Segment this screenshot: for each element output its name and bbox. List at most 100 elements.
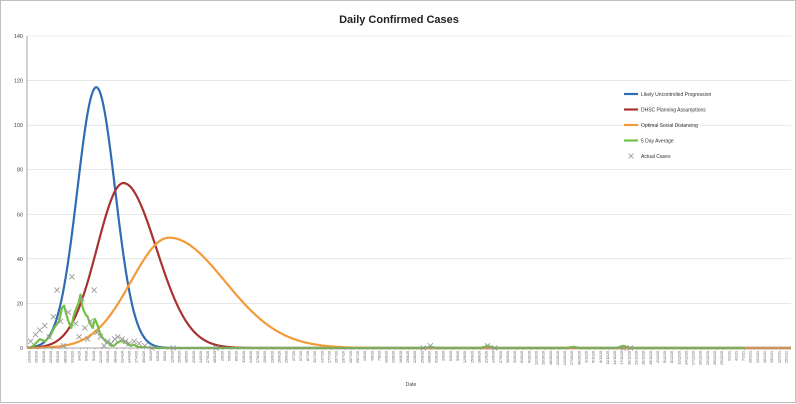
scatter-point bbox=[119, 336, 125, 343]
x-tick-label: 18/10/20 bbox=[549, 351, 553, 365]
x-tick-label: 20/11/20 bbox=[627, 351, 631, 365]
x-tick-label: 11/6/20 bbox=[242, 351, 246, 363]
x-tick-label: 19/3/20 bbox=[42, 351, 46, 363]
x-tick-label: 27/4/20 bbox=[135, 351, 139, 363]
x-tick-label: 2/7/20 bbox=[292, 351, 296, 361]
x-tick-label: 17/11/20 bbox=[620, 351, 624, 365]
x-tick-label: 21/5/20 bbox=[192, 351, 196, 363]
x-tick-label: 11/7/20 bbox=[313, 351, 317, 363]
x-tick-label: 23/12/20 bbox=[706, 351, 710, 365]
x-tick-label: 12/4/20 bbox=[99, 351, 103, 363]
scatter-point bbox=[81, 325, 88, 331]
x-tick-label: 7/8/20 bbox=[377, 351, 381, 361]
x-tick-label: 17/7/20 bbox=[327, 351, 331, 363]
x-tick-label: 15/10/20 bbox=[542, 351, 546, 365]
x-tick-label: 17/12/20 bbox=[692, 351, 696, 365]
x-tick-label: 24/4/20 bbox=[128, 351, 132, 363]
scatter-point bbox=[126, 340, 133, 347]
x-tick-label: 28/8/20 bbox=[427, 351, 431, 363]
x-tick-label: 23/11/20 bbox=[634, 351, 638, 365]
y-tick-label: 100 bbox=[14, 123, 23, 129]
gridlines bbox=[27, 35, 791, 349]
legend-label: 5 Day Average bbox=[641, 138, 674, 144]
x-tick-label: 15/4/20 bbox=[106, 351, 110, 363]
x-tick-label: 10/8/20 bbox=[385, 351, 389, 363]
chart-title: Daily Confirmed Cases bbox=[339, 14, 459, 26]
x-tick-label: 10/1/21 bbox=[749, 351, 753, 363]
x-tick-label: 8/11/20 bbox=[599, 351, 603, 363]
x-tick-label: 30/4/20 bbox=[142, 351, 146, 363]
legend-marker bbox=[628, 153, 634, 159]
scatter-point bbox=[427, 342, 434, 349]
scatter-point bbox=[97, 333, 104, 340]
scatter-point bbox=[122, 338, 129, 345]
y-tick-label: 80 bbox=[17, 168, 23, 174]
x-tick-label: 2/12/20 bbox=[656, 351, 660, 363]
x-tick-label: 22/8/20 bbox=[413, 351, 417, 363]
x-tick-label: 9/9/20 bbox=[456, 351, 460, 361]
y-axis-ticks: 0 20 40 60 80 100 120 140 bbox=[14, 34, 23, 352]
x-tick-label: 21/4/20 bbox=[120, 351, 124, 363]
x-tick-label: 5/6/20 bbox=[227, 351, 231, 361]
x-tick-label: 22/1/21 bbox=[777, 351, 781, 363]
x-tick-label: 23/6/20 bbox=[270, 351, 274, 363]
scatter-point bbox=[91, 287, 98, 293]
x-tick-label: 9/4/20 bbox=[92, 351, 96, 361]
x-tick-label: 31/8/20 bbox=[435, 351, 439, 363]
x-axis-ticks: 13/3/20 16/3/20 19/3/20 22/3/20 25/3/20 28/3/… bbox=[28, 348, 788, 365]
x-tick-label: 26/12/20 bbox=[713, 351, 717, 365]
x-tick-label: 14/12/20 bbox=[684, 351, 688, 365]
x-tick-label: 19/1/21 bbox=[770, 351, 774, 363]
x-tick-label: 28/3/20 bbox=[63, 351, 67, 363]
x-tick-label: 8/12/20 bbox=[670, 351, 674, 363]
x-tick-label: 23/7/20 bbox=[342, 351, 346, 363]
x-tick-label: 6/9/20 bbox=[449, 351, 453, 361]
x-tick-label: 22/3/20 bbox=[49, 351, 53, 363]
x-tick-label: 18/5/20 bbox=[185, 351, 189, 363]
x-tick-label: 30/10/20 bbox=[577, 351, 581, 365]
scatter-point bbox=[101, 342, 108, 349]
x-tick-label: 14/6/20 bbox=[249, 351, 253, 363]
x-tick-label: 6/5/20 bbox=[156, 351, 160, 361]
x-tick-label: 30/9/20 bbox=[506, 351, 510, 363]
x-tick-label: 9/10/20 bbox=[527, 351, 531, 363]
x-tick-label: 16/3/20 bbox=[35, 351, 39, 363]
scatter-point bbox=[136, 340, 143, 347]
x-tick-label: 14/11/20 bbox=[613, 351, 617, 365]
x-tick-label: 18/4/20 bbox=[113, 351, 117, 363]
scatter-point bbox=[87, 318, 94, 325]
x-tick-label: 27/9/20 bbox=[499, 351, 503, 363]
scatter-point bbox=[36, 327, 43, 334]
scatter-point bbox=[108, 340, 115, 347]
y-tick-label: 0 bbox=[20, 346, 23, 352]
scatter-point bbox=[41, 322, 48, 329]
y-tick-label: 60 bbox=[17, 212, 23, 218]
scatter-point bbox=[141, 342, 148, 349]
x-tick-label: 26/6/20 bbox=[277, 351, 281, 363]
legend-label: Actual Cases bbox=[641, 154, 671, 160]
scatter-point bbox=[27, 338, 34, 345]
x-tick-label: 7/1/21 bbox=[742, 351, 746, 361]
x-tick-label: 3/5/20 bbox=[149, 351, 153, 361]
x-tick-label: 8/6/20 bbox=[235, 351, 239, 361]
x-tick-label: 2/11/20 bbox=[585, 351, 589, 363]
x-tick-label: 16/1/21 bbox=[763, 351, 767, 363]
x-tick-label: 14/7/20 bbox=[320, 351, 324, 363]
x-tick-label: 30/5/20 bbox=[213, 351, 217, 363]
y-tick-label: 120 bbox=[14, 79, 23, 85]
x-tick-label: 12/10/20 bbox=[535, 351, 539, 365]
scatter-point bbox=[94, 329, 100, 336]
x-tick-label: 15/9/20 bbox=[470, 351, 474, 363]
scatter-point bbox=[50, 313, 57, 320]
x-tick-label: 18/9/20 bbox=[477, 351, 481, 363]
scatter-point bbox=[57, 318, 64, 325]
x-tick-label: 12/9/20 bbox=[463, 351, 467, 363]
x-tick-label: 29/11/20 bbox=[649, 351, 653, 365]
x-tick-label: 24/9/20 bbox=[492, 351, 496, 363]
x-tick-label: 25/8/20 bbox=[420, 351, 424, 363]
x-tick-label: 25/3/20 bbox=[56, 351, 60, 363]
x-tick-label: 9/5/20 bbox=[163, 351, 167, 361]
x-tick-label: 13/3/20 bbox=[28, 351, 32, 363]
